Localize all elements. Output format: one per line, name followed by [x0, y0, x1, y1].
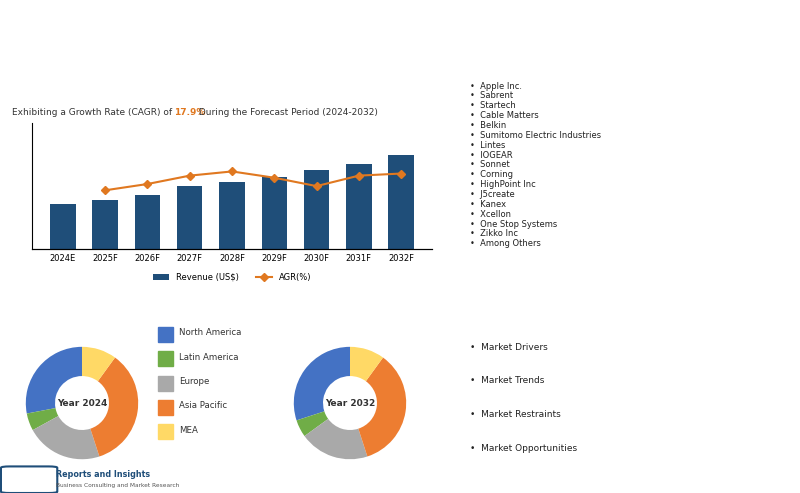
Text: •  Sabrent: • Sabrent	[470, 91, 513, 101]
Text: •  Market Opportunities: • Market Opportunities	[470, 444, 577, 453]
Text: Latin America: Latin America	[179, 352, 238, 361]
Bar	[177, 186, 202, 249]
Wedge shape	[297, 411, 328, 436]
Text: •  Sonnet: • Sonnet	[470, 160, 510, 170]
Bar	[389, 155, 414, 249]
Text: Asia Pacific: Asia Pacific	[179, 401, 227, 410]
Legend: Revenue (US$), AGR(%): Revenue (US$), AGR(%)	[150, 269, 314, 285]
Bar	[93, 200, 118, 249]
Text: •  Lintes: • Lintes	[470, 141, 506, 150]
Wedge shape	[26, 347, 82, 414]
Bar	[158, 424, 174, 439]
Text: •  Market Trends: • Market Trends	[470, 376, 544, 386]
Text: •  Xcellon: • Xcellon	[470, 210, 511, 219]
Wedge shape	[90, 357, 138, 457]
Text: MARKET DYNAMICS COVERED: MARKET DYNAMICS COVERED	[546, 317, 706, 327]
FancyBboxPatch shape	[1, 466, 58, 493]
Text: •  Apple Inc.: • Apple Inc.	[470, 81, 522, 91]
Bar	[346, 164, 371, 249]
Wedge shape	[294, 347, 350, 421]
Text: •  Startech: • Startech	[470, 101, 516, 110]
Text: Year 2024: Year 2024	[57, 398, 107, 408]
Text: MARKET REVENUE FORECAST & GROWTH RATE 2024-2032: MARKET REVENUE FORECAST & GROWTH RATE 20…	[65, 76, 383, 86]
Bar	[158, 352, 174, 366]
Text: •  Corning: • Corning	[470, 170, 513, 179]
Text: MEA: MEA	[179, 425, 198, 435]
Wedge shape	[350, 347, 383, 381]
Text: 17.9%: 17.9%	[174, 108, 206, 117]
Bar	[262, 177, 287, 249]
Bar	[50, 204, 75, 249]
Text: Reports and Insights: Reports and Insights	[55, 470, 150, 479]
Text: •  Kanex: • Kanex	[470, 200, 506, 209]
Text: Exhibiting a Growth Rate (CAGR) of: Exhibiting a Growth Rate (CAGR) of	[12, 108, 175, 117]
Text: •  Cable Matters: • Cable Matters	[470, 111, 538, 120]
Text: •  Market Drivers: • Market Drivers	[470, 343, 548, 352]
Text: •  Belkin: • Belkin	[470, 121, 506, 130]
Text: Year 2032: Year 2032	[325, 398, 375, 408]
Bar	[219, 181, 245, 249]
Text: Business Consulting and Market Research: Business Consulting and Market Research	[55, 483, 178, 488]
Text: KEY PLAYERS COVERED: KEY PLAYERS COVERED	[562, 60, 690, 70]
Text: •  J5create: • J5create	[470, 190, 514, 199]
Wedge shape	[82, 347, 115, 381]
Text: During the Forecast Period (2024-2032): During the Forecast Period (2024-2032)	[196, 108, 378, 117]
Text: MARKET REVENUE SHARE ANALYSIS, BY REGION: MARKET REVENUE SHARE ANALYSIS, BY REGION	[93, 311, 355, 320]
Bar	[158, 400, 174, 415]
Text: North America: North America	[179, 328, 242, 337]
Bar	[158, 327, 174, 342]
Text: •  IOGEAR: • IOGEAR	[470, 150, 513, 160]
Text: •  HighPoint Inc: • HighPoint Inc	[470, 180, 536, 189]
Wedge shape	[358, 357, 406, 457]
Text: Europe: Europe	[179, 377, 210, 386]
Wedge shape	[305, 419, 367, 459]
Wedge shape	[26, 408, 58, 430]
Bar	[134, 195, 160, 249]
Text: •  Sumitomo Electric Industries: • Sumitomo Electric Industries	[470, 131, 601, 140]
Wedge shape	[33, 416, 99, 459]
Bar	[158, 376, 174, 390]
Text: •  Among Others: • Among Others	[470, 240, 541, 248]
Text: •  Market Restraints: • Market Restraints	[470, 410, 561, 419]
Text: GLOBAL THUNDERBOLT CABLE MARKET ANALYSIS: GLOBAL THUNDERBOLT CABLE MARKET ANALYSIS	[24, 18, 485, 36]
Text: •  One Stop Systems: • One Stop Systems	[470, 219, 558, 229]
Text: •  Zikko Inc: • Zikko Inc	[470, 230, 518, 239]
Bar	[304, 171, 330, 249]
